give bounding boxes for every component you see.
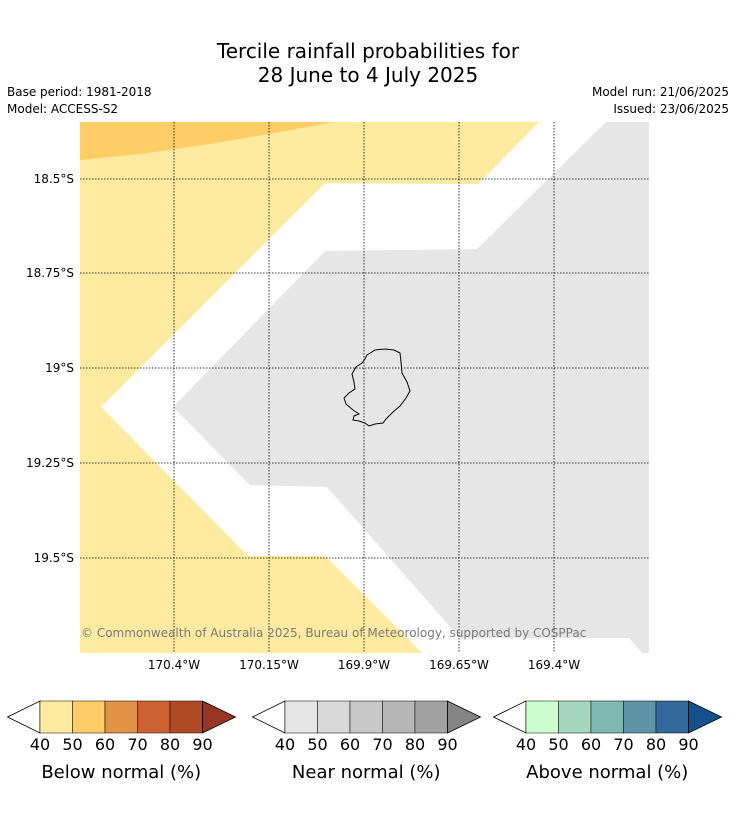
below-normal-colorbar-tick: 90 (192, 735, 213, 754)
map-title-line2: 28 June to 4 July 2025 (257, 63, 479, 87)
below-normal-colorbar-segment (104, 700, 138, 734)
near-normal-colorbar-segment (317, 700, 351, 734)
below-normal-colorbar-segment (72, 700, 106, 734)
above-normal-colorbar-tick: 80 (645, 735, 667, 754)
near-normal-colorbar-tick: 40 (274, 735, 296, 754)
lat-label-19: 19°S (45, 361, 74, 375)
below-normal-colorbar (7, 700, 237, 734)
below-normal-colorbar-low-extend (7, 700, 41, 734)
above-normal-colorbar-high-extend (688, 700, 723, 734)
below-normal-colorbar-tick: 60 (94, 735, 116, 754)
lat-label-19-25: 19.25°S (26, 456, 74, 470)
above-normal-colorbar-label: Above normal (%) (526, 762, 689, 783)
near-normal-colorbar-segment (349, 700, 383, 734)
near-normal-colorbar-tick: 80 (404, 735, 426, 754)
near-normal-colorbar-tick: 90 (437, 735, 458, 754)
lat-label-18-5: 18.5°S (33, 172, 74, 186)
near-normal-colorbar-low-extend (252, 700, 286, 734)
lon-label-170-4: 170.4°W (147, 658, 201, 672)
above-normal-colorbar-tick: 90 (678, 735, 699, 754)
map-title-line1: Tercile rainfall probabilities for (216, 39, 520, 63)
below-normal-colorbar-label: Below normal (%) (41, 762, 202, 783)
above-normal-colorbar-low-extend (493, 700, 527, 734)
lat-label-19-5: 19.5°S (33, 551, 74, 565)
near-normal-colorbar-segment (414, 700, 448, 734)
near-normal-colorbar (252, 700, 482, 734)
model-run: Model run: 21/06/2025 (591, 85, 729, 99)
near-normal-colorbar-segment (382, 700, 416, 734)
lon-label-169-4: 169.4°W (527, 658, 581, 672)
above-normal-colorbar-segment (655, 700, 689, 734)
lat-label-18-75: 18.75°S (26, 266, 74, 280)
below-normal-colorbar-high-extend (202, 700, 237, 734)
lon-label-170-15: 170.15°W (239, 658, 299, 672)
issued-date: Issued: 23/06/2025 (613, 102, 729, 116)
below-normal-colorbar-tick: 50 (62, 735, 83, 754)
island-outline (343, 348, 411, 427)
below-normal-colorbar-tick: 40 (29, 735, 51, 754)
probability-map (80, 122, 649, 653)
near-normal-colorbar-label: Near normal (%) (291, 762, 441, 783)
above-normal-colorbar-segment (623, 700, 657, 734)
near-normal-colorbar-tick: 50 (307, 735, 328, 754)
near-normal-colorbar-high-extend (447, 700, 482, 734)
above-normal-colorbar-segment (558, 700, 592, 734)
map-canvas (80, 122, 649, 653)
copyright-notice: © Commonwealth of Australia 2025, Bureau… (81, 626, 587, 640)
lon-label-169-9: 169.9°W (337, 658, 391, 672)
above-normal-colorbar-tick: 40 (515, 735, 537, 754)
below-normal-colorbar-segment (137, 700, 171, 734)
model-name: Model: ACCESS-S2 (7, 102, 119, 116)
below-normal-strong-region (80, 122, 334, 160)
lon-label-169-65: 169.65°W (429, 658, 489, 672)
near-normal-colorbar-segment (284, 700, 318, 734)
above-normal-colorbar-tick: 70 (613, 735, 634, 754)
above-normal-colorbar-segment (590, 700, 624, 734)
above-normal-colorbar-tick: 60 (580, 735, 602, 754)
below-normal-colorbar-tick: 80 (159, 735, 181, 754)
below-normal-region-west (80, 122, 539, 653)
below-normal-colorbar-segment (169, 700, 203, 734)
below-normal-colorbar-tick: 70 (127, 735, 148, 754)
above-normal-colorbar-segment (525, 700, 559, 734)
near-normal-region (173, 122, 649, 653)
near-normal-colorbar-tick: 70 (372, 735, 393, 754)
near-normal-colorbar-tick: 60 (339, 735, 361, 754)
above-normal-colorbar (493, 700, 723, 734)
base-period: Base period: 1981-2018 (7, 85, 152, 99)
below-normal-colorbar-segment (39, 700, 73, 734)
graticule (80, 122, 649, 653)
above-normal-colorbar-tick: 50 (548, 735, 569, 754)
